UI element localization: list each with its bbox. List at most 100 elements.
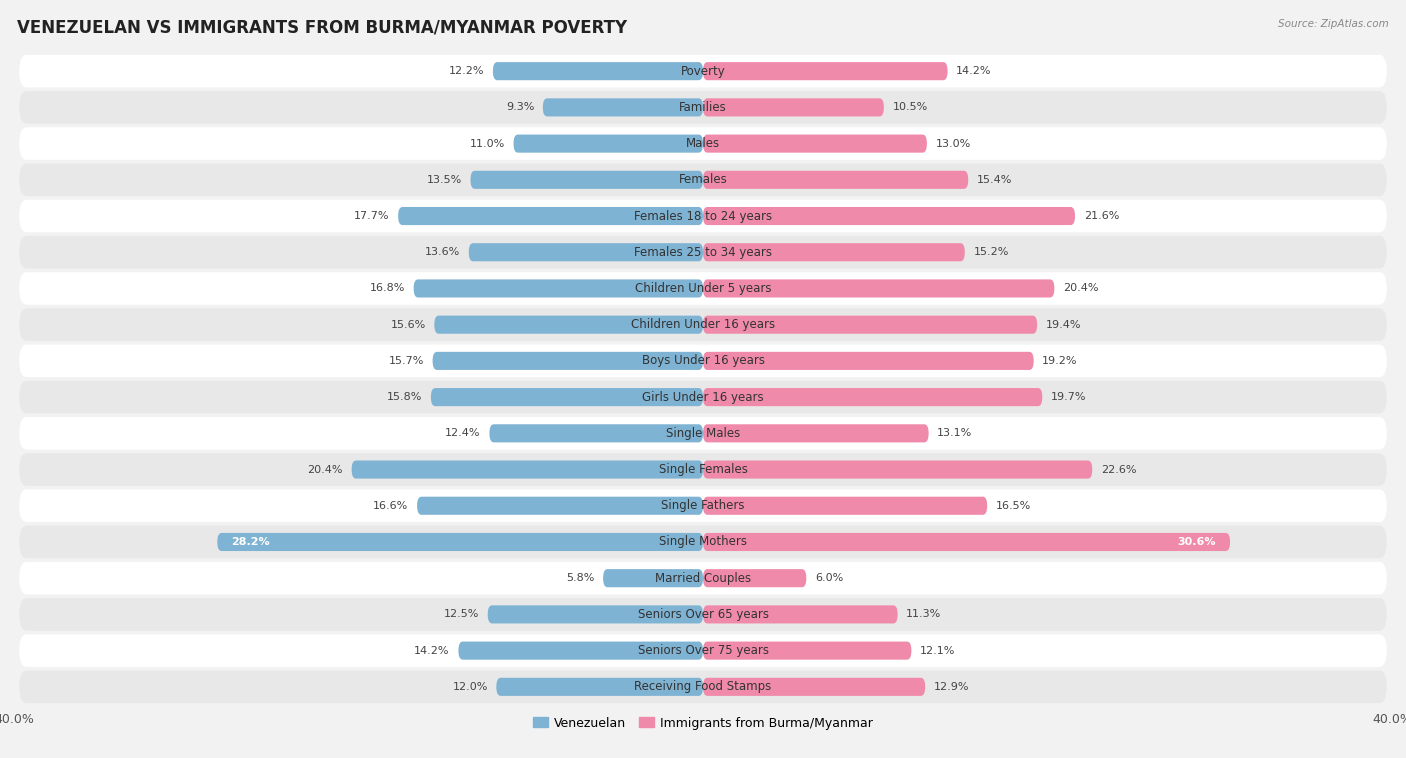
FancyBboxPatch shape: [703, 533, 1230, 551]
FancyBboxPatch shape: [468, 243, 703, 262]
Text: 16.8%: 16.8%: [370, 283, 405, 293]
Text: Males: Males: [686, 137, 720, 150]
Legend: Venezuelan, Immigrants from Burma/Myanmar: Venezuelan, Immigrants from Burma/Myanma…: [529, 712, 877, 735]
Text: Girls Under 16 years: Girls Under 16 years: [643, 390, 763, 403]
Text: 16.5%: 16.5%: [995, 501, 1031, 511]
FancyBboxPatch shape: [703, 99, 884, 117]
FancyBboxPatch shape: [488, 606, 703, 623]
Text: 19.7%: 19.7%: [1050, 392, 1087, 402]
FancyBboxPatch shape: [20, 453, 1386, 486]
FancyBboxPatch shape: [398, 207, 703, 225]
Text: 14.2%: 14.2%: [956, 66, 991, 76]
FancyBboxPatch shape: [20, 127, 1386, 160]
Text: Single Males: Single Males: [666, 427, 740, 440]
Text: 15.4%: 15.4%: [977, 175, 1012, 185]
Text: 21.6%: 21.6%: [1084, 211, 1119, 221]
Text: 28.2%: 28.2%: [231, 537, 270, 547]
FancyBboxPatch shape: [20, 55, 1386, 87]
FancyBboxPatch shape: [20, 199, 1386, 232]
Text: 11.3%: 11.3%: [907, 609, 942, 619]
FancyBboxPatch shape: [20, 526, 1386, 559]
FancyBboxPatch shape: [603, 569, 703, 587]
FancyBboxPatch shape: [496, 678, 703, 696]
Text: 20.4%: 20.4%: [308, 465, 343, 475]
FancyBboxPatch shape: [703, 641, 911, 659]
Text: 15.7%: 15.7%: [388, 356, 425, 366]
Text: 9.3%: 9.3%: [506, 102, 534, 112]
FancyBboxPatch shape: [703, 135, 927, 152]
FancyBboxPatch shape: [20, 272, 1386, 305]
Text: 12.1%: 12.1%: [920, 646, 956, 656]
Text: 16.6%: 16.6%: [373, 501, 409, 511]
Text: 20.4%: 20.4%: [1063, 283, 1098, 293]
Text: Females 25 to 34 years: Females 25 to 34 years: [634, 246, 772, 258]
FancyBboxPatch shape: [703, 388, 1042, 406]
FancyBboxPatch shape: [434, 315, 703, 334]
FancyBboxPatch shape: [458, 641, 703, 659]
FancyBboxPatch shape: [413, 280, 703, 297]
FancyBboxPatch shape: [703, 207, 1076, 225]
FancyBboxPatch shape: [703, 424, 928, 443]
Text: 14.2%: 14.2%: [415, 646, 450, 656]
FancyBboxPatch shape: [418, 496, 703, 515]
FancyBboxPatch shape: [20, 164, 1386, 196]
FancyBboxPatch shape: [513, 135, 703, 152]
Text: Boys Under 16 years: Boys Under 16 years: [641, 355, 765, 368]
Text: Children Under 5 years: Children Under 5 years: [634, 282, 772, 295]
FancyBboxPatch shape: [430, 388, 703, 406]
Text: 19.2%: 19.2%: [1042, 356, 1078, 366]
FancyBboxPatch shape: [20, 562, 1386, 594]
Text: Children Under 16 years: Children Under 16 years: [631, 318, 775, 331]
FancyBboxPatch shape: [489, 424, 703, 443]
Text: 15.2%: 15.2%: [973, 247, 1008, 257]
FancyBboxPatch shape: [703, 352, 1033, 370]
Text: Single Mothers: Single Mothers: [659, 535, 747, 549]
Text: Families: Families: [679, 101, 727, 114]
Text: 22.6%: 22.6%: [1101, 465, 1136, 475]
Text: 19.4%: 19.4%: [1046, 320, 1081, 330]
Text: 11.0%: 11.0%: [470, 139, 505, 149]
FancyBboxPatch shape: [703, 496, 987, 515]
Text: Source: ZipAtlas.com: Source: ZipAtlas.com: [1278, 19, 1389, 29]
FancyBboxPatch shape: [20, 490, 1386, 522]
Text: 10.5%: 10.5%: [893, 102, 928, 112]
FancyBboxPatch shape: [433, 352, 703, 370]
Text: 15.6%: 15.6%: [391, 320, 426, 330]
FancyBboxPatch shape: [543, 99, 703, 117]
FancyBboxPatch shape: [703, 171, 969, 189]
FancyBboxPatch shape: [20, 417, 1386, 449]
Text: Married Couples: Married Couples: [655, 572, 751, 584]
Text: Females 18 to 24 years: Females 18 to 24 years: [634, 209, 772, 223]
FancyBboxPatch shape: [703, 460, 1092, 478]
Text: 6.0%: 6.0%: [815, 573, 844, 583]
Text: Seniors Over 65 years: Seniors Over 65 years: [637, 608, 769, 621]
Text: 13.6%: 13.6%: [425, 247, 460, 257]
Text: 15.8%: 15.8%: [387, 392, 422, 402]
Text: 13.0%: 13.0%: [935, 139, 970, 149]
FancyBboxPatch shape: [20, 381, 1386, 413]
FancyBboxPatch shape: [20, 598, 1386, 631]
Text: 12.9%: 12.9%: [934, 682, 969, 692]
Text: 17.7%: 17.7%: [354, 211, 389, 221]
Text: Single Females: Single Females: [658, 463, 748, 476]
Text: 13.5%: 13.5%: [426, 175, 461, 185]
Text: 13.1%: 13.1%: [938, 428, 973, 438]
Text: 12.2%: 12.2%: [449, 66, 484, 76]
Text: 30.6%: 30.6%: [1178, 537, 1216, 547]
Text: 12.5%: 12.5%: [444, 609, 479, 619]
FancyBboxPatch shape: [20, 91, 1386, 124]
FancyBboxPatch shape: [703, 315, 1038, 334]
Text: 12.4%: 12.4%: [446, 428, 481, 438]
Text: VENEZUELAN VS IMMIGRANTS FROM BURMA/MYANMAR POVERTY: VENEZUELAN VS IMMIGRANTS FROM BURMA/MYAN…: [17, 19, 627, 37]
FancyBboxPatch shape: [703, 606, 897, 623]
Text: 12.0%: 12.0%: [453, 682, 488, 692]
Text: Single Fathers: Single Fathers: [661, 500, 745, 512]
Text: Seniors Over 75 years: Seniors Over 75 years: [637, 644, 769, 657]
FancyBboxPatch shape: [703, 62, 948, 80]
FancyBboxPatch shape: [20, 236, 1386, 268]
Text: Poverty: Poverty: [681, 64, 725, 77]
FancyBboxPatch shape: [703, 280, 1054, 297]
FancyBboxPatch shape: [703, 569, 807, 587]
FancyBboxPatch shape: [20, 671, 1386, 703]
Text: 5.8%: 5.8%: [567, 573, 595, 583]
